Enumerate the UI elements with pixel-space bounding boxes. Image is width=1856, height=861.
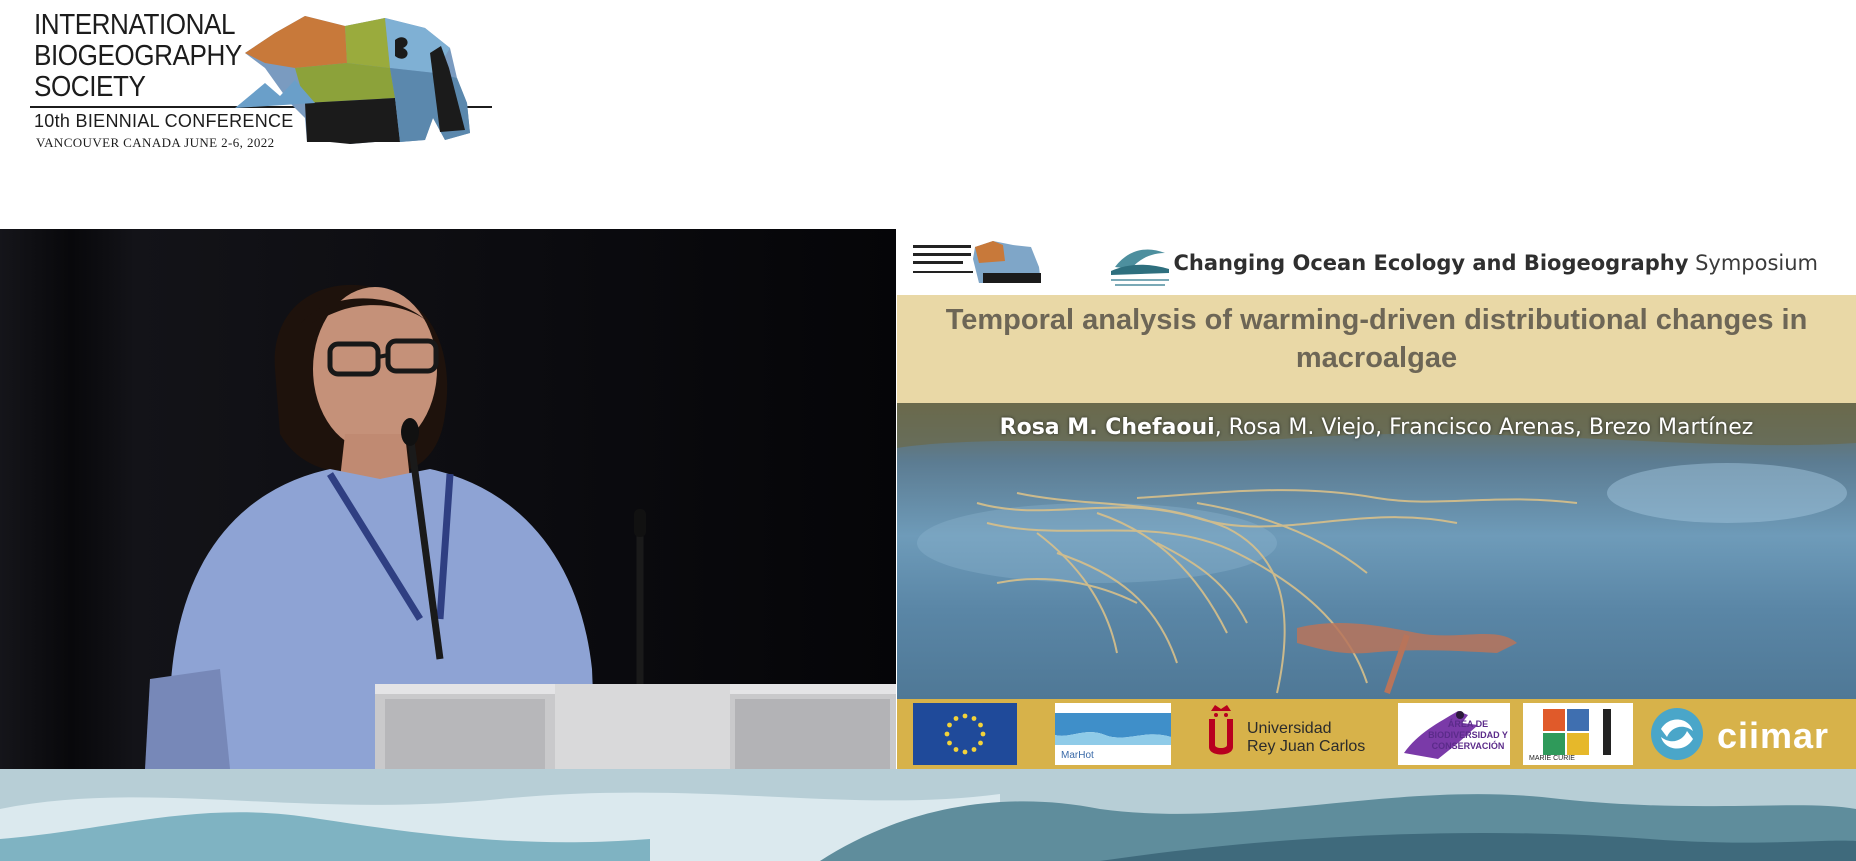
slide-title-line-2: macroalgae [1295,342,1458,374]
slide-conference-logo-icon [913,241,1041,283]
speaker-video [0,229,896,769]
urjc-line-2: Rey Juan Carlos [1247,738,1366,755]
marhot-label: MarHot [1061,750,1094,761]
speaker-scene [0,229,896,769]
marhot-wave-icon [1055,713,1171,745]
macroalgae-photo [897,403,1856,699]
presentation-slide: Changing Ocean Ecology and Biogeography … [897,229,1856,769]
speaker-glasses [327,341,381,377]
urjc-logo: Universidad Rey Juan Carlos [1199,703,1371,765]
title-band [897,295,1856,403]
symposium-suffix: Symposium [1688,251,1818,275]
mountain-waves-decoration [0,769,1856,861]
conference-logo: INTERNATIONAL BIOGEOGRAPHY SOCIETY 10th … [30,8,500,163]
presenting-author: Rosa M. Chefaoui [999,415,1215,440]
author-list: Rosa M. Chefaoui, Rosa M. Viejo, Francis… [897,415,1856,440]
logo-line-2: BIOGEOGRAPHY [34,40,242,72]
slide-title-line-1: Temporal analysis of warming-driven dist… [945,304,1808,336]
symposium-name: Changing Ocean Ecology and Biogeography [1173,251,1689,275]
marhot-logo: MarHot [1055,703,1171,765]
area-label: ÁREA DE BIODIVERSIDAD Y CONSERVACIÓN [1428,719,1508,751]
algae-strands [976,489,1578,694]
algae-photo-scene [897,403,1856,694]
urjc-crown-icon [1209,705,1233,755]
ciimar-logo: ciimar [1643,703,1843,765]
ibs-wave-logo-icon [1111,249,1169,286]
logo-wordmark: INTERNATIONAL BIOGEOGRAPHY SOCIETY [34,10,265,103]
marie-curie-logo: MARIE CURIE [1523,703,1633,765]
bottom-decorative-band [0,769,1856,861]
coauthors: , Rosa M. Viejo, Francisco Arenas, Brezo… [1214,415,1754,440]
eu-flag-logo [913,703,1017,765]
marie-curie-label: MARIE CURIE [1529,755,1575,762]
logo-conference: 10th BIENNIAL CONFERENCE [34,111,294,131]
lanyard [327,472,454,621]
eu-stars-icon [944,713,986,755]
slide-title: Temporal analysis of warming-driven dist… [897,301,1856,377]
area-biodiversidad-logo: ÁREA DE BIODIVERSIDAD Y CONSERVACIÓN [1398,703,1510,765]
marie-curie-grid-icon [1543,709,1611,755]
ciimar-label: ciimar [1717,715,1830,756]
urjc-label: Universidad Rey Juan Carlos [1247,720,1365,756]
microphone-icon [406,433,444,660]
logo-line-3: SOCIETY [34,71,146,103]
urjc-line-1: Universidad [1247,720,1332,737]
slide-header: Changing Ocean Ecology and Biogeography … [897,229,1856,295]
logo-line-1: INTERNATIONAL [34,9,236,41]
ciimar-swirl-icon [1651,708,1703,760]
symposium-label: Changing Ocean Ecology and Biogeography … [1174,251,1819,275]
bear-emblem-icon [235,16,470,144]
area-bird-icon [1404,711,1478,759]
logo-divider [30,106,492,108]
logo-location: VANCOUVER CANADA JUNE 2-6, 2022 [36,135,275,150]
